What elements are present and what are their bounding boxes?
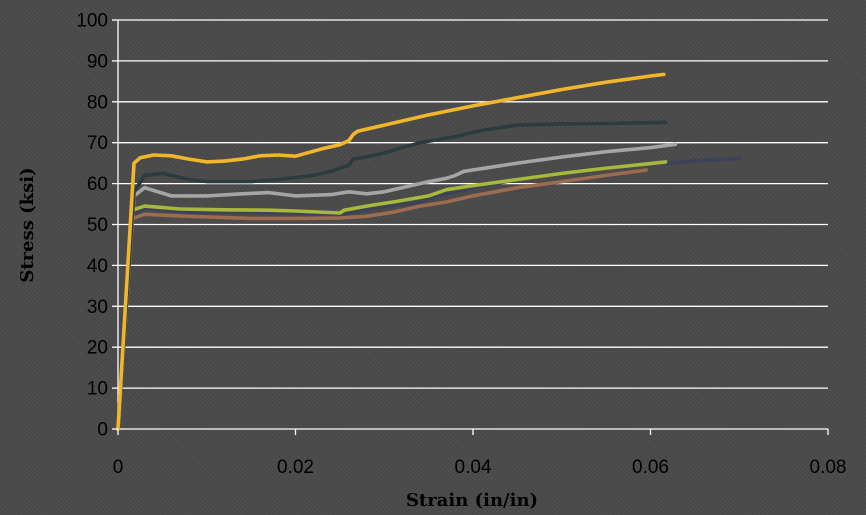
gridlines xyxy=(118,19,828,389)
y-tick-label: 90 xyxy=(87,51,108,72)
y-tick-label: 30 xyxy=(87,297,108,318)
x-tick-label: 0 xyxy=(113,457,124,478)
y-tick-label: 60 xyxy=(87,174,108,195)
series-line-3 xyxy=(116,160,668,431)
y-tick-label: 20 xyxy=(87,338,108,359)
series-line-5 xyxy=(116,120,668,431)
series-line-4 xyxy=(116,142,678,431)
x-tick-label: 0.06 xyxy=(632,457,669,478)
y-tick-label: 80 xyxy=(87,92,108,113)
x-tick-label: 0.08 xyxy=(810,457,847,478)
y-tick-label: 40 xyxy=(87,256,108,277)
y-tick-label: 50 xyxy=(87,215,108,236)
y-axis-title: Stress (ksi) xyxy=(17,167,38,282)
x-tick-label: 0.02 xyxy=(277,457,314,478)
x-tick-label: 0.04 xyxy=(455,457,492,478)
series-line-2 xyxy=(116,168,648,431)
y-axis-tick-labels: 0 10 20 30 40 50 60 70 80 90 100 xyxy=(76,11,118,441)
series-line-6 xyxy=(116,72,666,431)
y-tick-label: 0 xyxy=(97,420,108,441)
x-axis-title: Strain (in/in) xyxy=(406,490,538,511)
data-series xyxy=(116,72,742,431)
x-axis-tick-labels: 0 0.02 0.04 0.06 0.08 xyxy=(113,429,847,478)
y-tick-label: 100 xyxy=(76,11,108,32)
y-tick-label: 70 xyxy=(87,133,108,154)
y-tick-label: 10 xyxy=(87,379,108,400)
